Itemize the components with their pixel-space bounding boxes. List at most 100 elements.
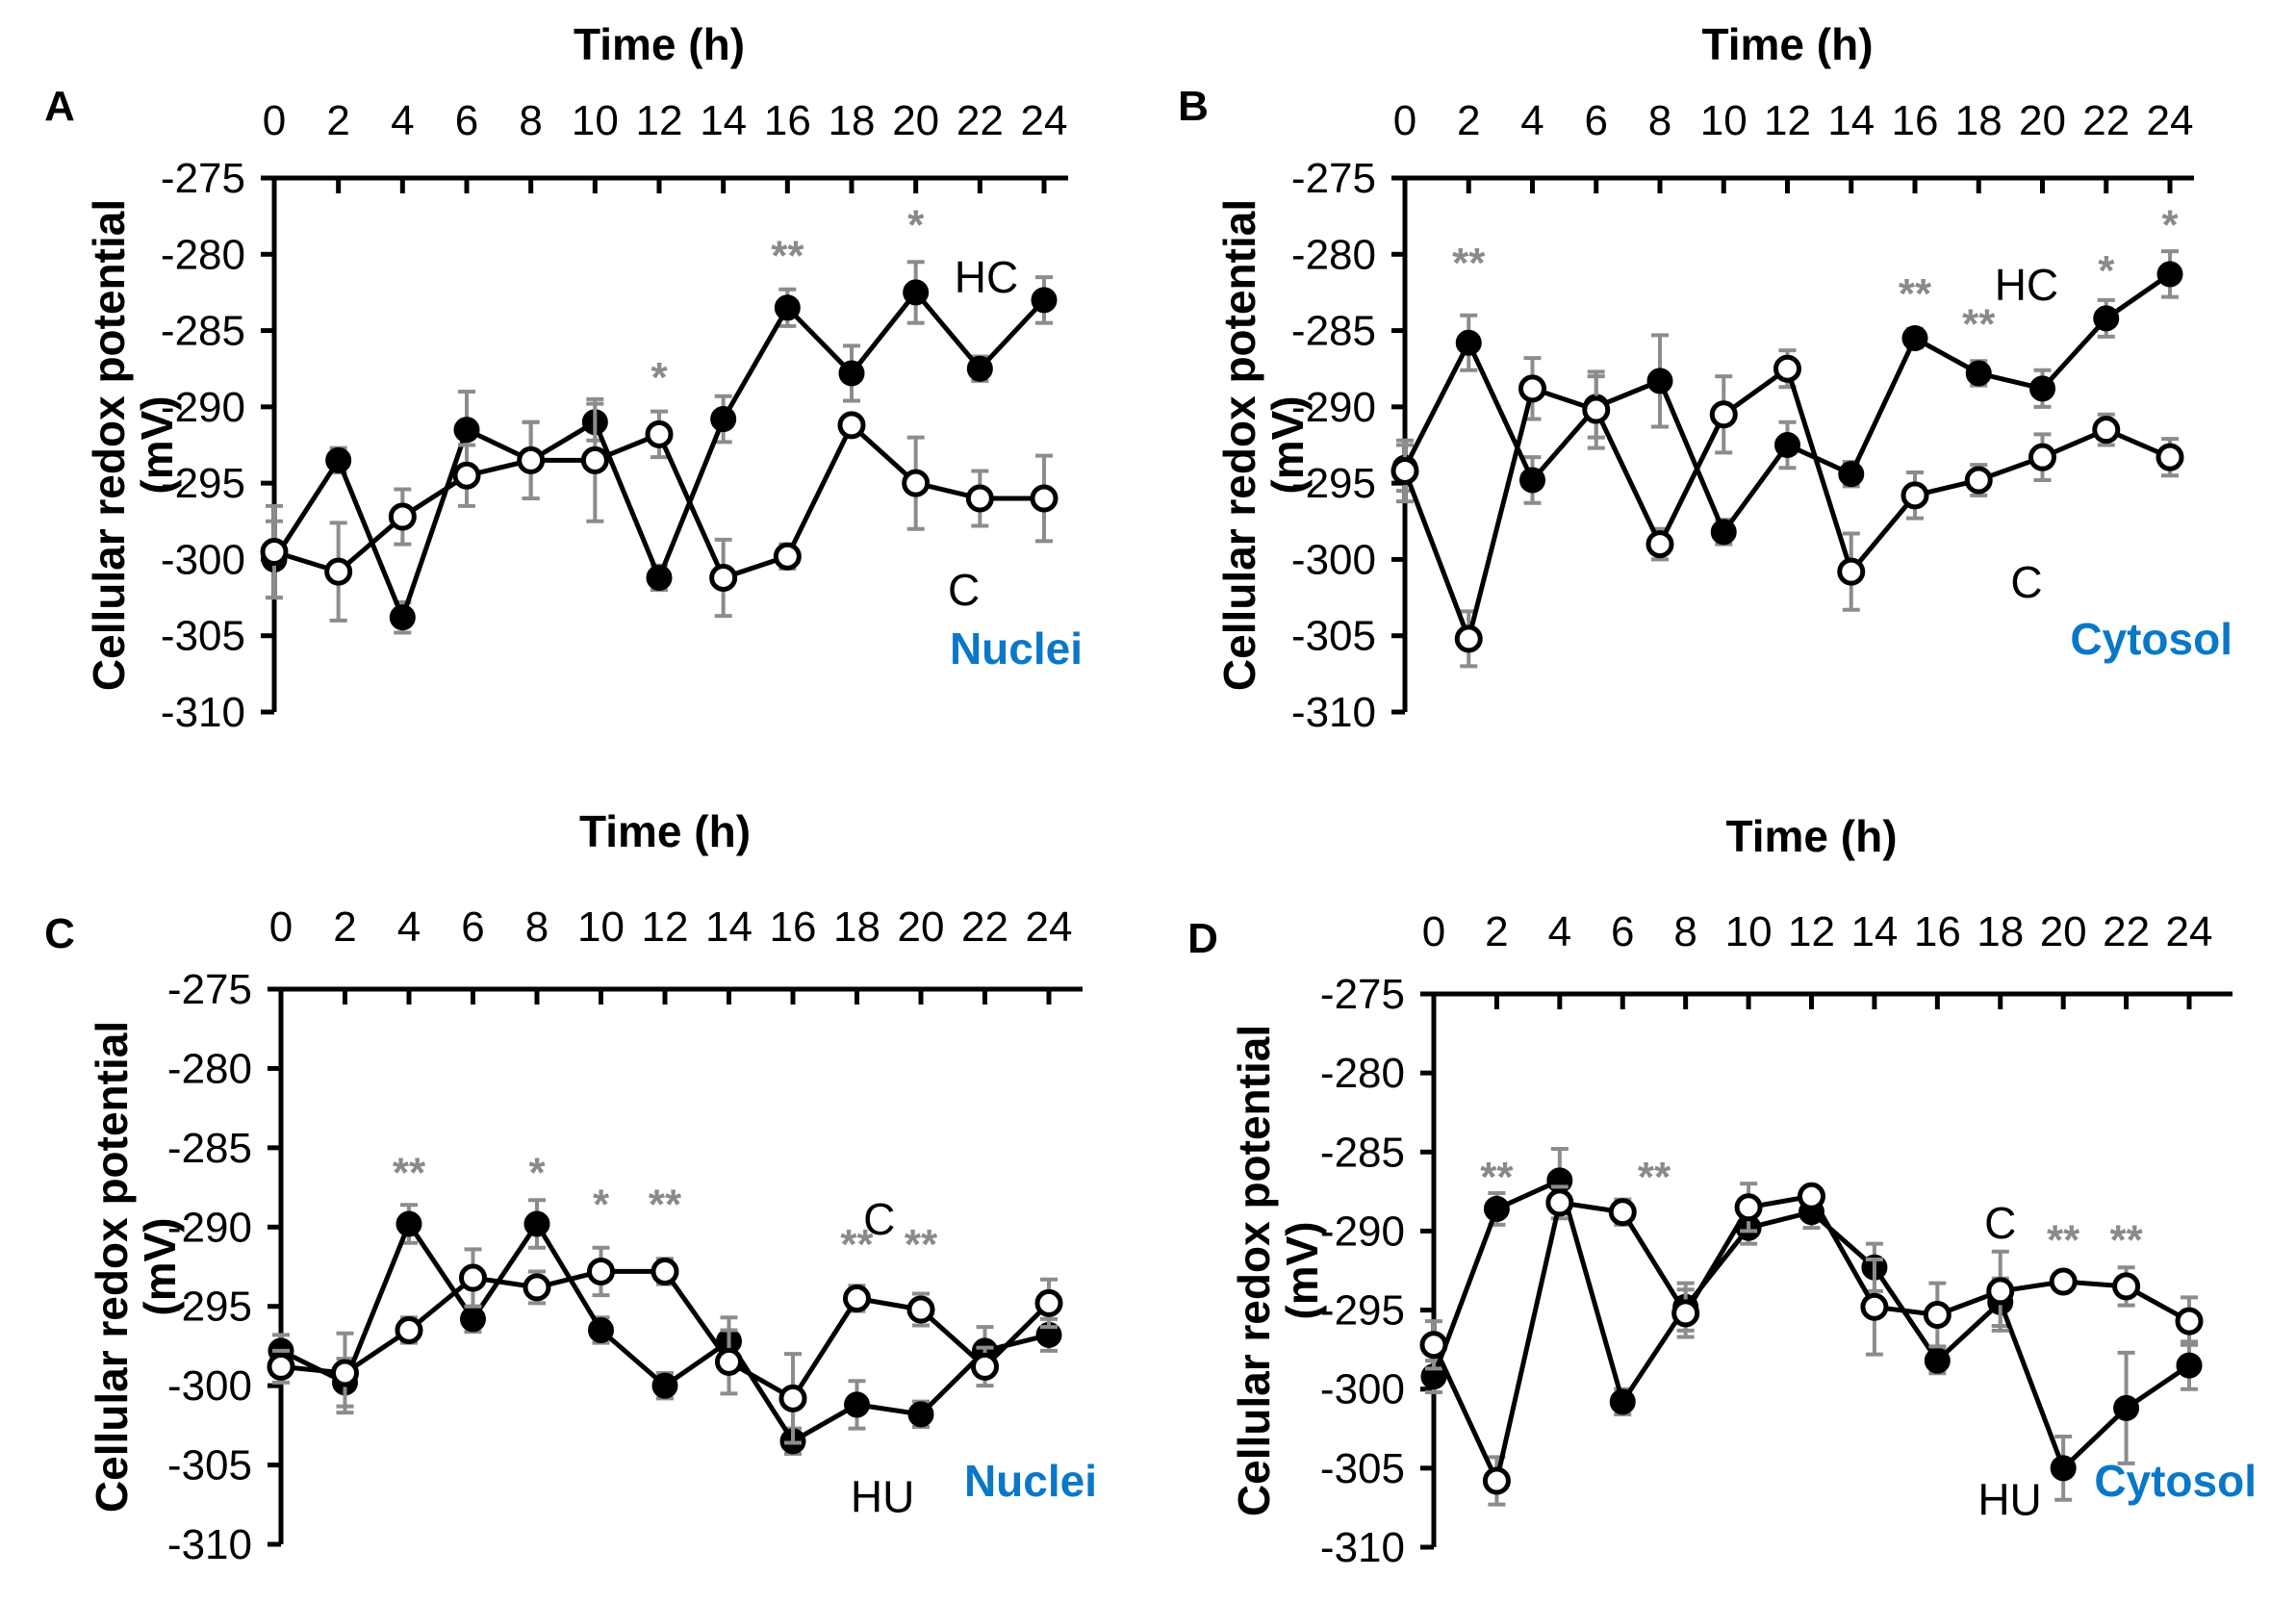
data-point bbox=[965, 484, 994, 513]
x-tick-label: 6 bbox=[461, 903, 484, 951]
data-point bbox=[1646, 368, 1673, 394]
y-tick-label: -295 bbox=[1320, 1287, 1405, 1335]
x-tick-label: 8 bbox=[519, 97, 542, 144]
significance-marker: ** bbox=[393, 1150, 426, 1197]
x-tick-label: 12 bbox=[1764, 97, 1811, 144]
x-tick-label: 20 bbox=[2040, 908, 2087, 955]
y-axis-title: Cellular redox potential(mV) bbox=[1229, 1025, 1327, 1516]
significance-marker: ** bbox=[1452, 240, 1486, 287]
y-axis-title: Cellular redox potential(mV) bbox=[84, 199, 182, 691]
x-tick-label: 14 bbox=[705, 903, 753, 951]
data-point bbox=[2093, 305, 2120, 332]
y-tick-label: -285 bbox=[161, 308, 245, 355]
data-point bbox=[646, 564, 673, 591]
data-point bbox=[1774, 432, 1800, 458]
x-tick-label: 10 bbox=[577, 903, 625, 951]
data-point bbox=[902, 469, 931, 497]
data-point bbox=[324, 557, 353, 586]
y-tick-label: -275 bbox=[167, 966, 252, 1013]
data-point bbox=[2050, 1455, 2077, 1482]
region-label: Cytosol bbox=[2094, 1456, 2257, 1506]
data-point bbox=[1901, 325, 1928, 351]
data-point bbox=[2113, 1394, 2140, 1421]
x-tick-label: 0 bbox=[269, 903, 293, 951]
y-tick-label: -300 bbox=[1320, 1366, 1405, 1413]
data-point bbox=[1608, 1198, 1637, 1227]
data-point bbox=[903, 279, 930, 306]
data-point bbox=[325, 446, 352, 473]
x-tick-label: 0 bbox=[263, 97, 286, 144]
x-tick-label: 24 bbox=[2166, 908, 2213, 955]
series-c bbox=[1419, 1182, 2204, 1507]
x-tick-label: 10 bbox=[1725, 908, 1773, 955]
data-point bbox=[971, 1352, 999, 1381]
data-point bbox=[651, 1372, 678, 1399]
series-c bbox=[260, 396, 1059, 623]
data-point bbox=[453, 417, 480, 444]
data-point bbox=[1582, 395, 1611, 424]
data-point bbox=[588, 1316, 614, 1343]
significance-marker: ** bbox=[905, 1221, 938, 1268]
series-hc bbox=[1391, 249, 2183, 547]
y-tick-label: -290 bbox=[167, 1204, 252, 1251]
data-point bbox=[1734, 1193, 1763, 1222]
data-point bbox=[2028, 443, 2056, 471]
y-tick-label: -295 bbox=[1291, 460, 1376, 507]
y-tick-label: -275 bbox=[1320, 971, 1405, 1018]
x-tick-label: 24 bbox=[2147, 97, 2194, 144]
data-point bbox=[2175, 1307, 2204, 1336]
data-point bbox=[1901, 481, 1929, 510]
data-point bbox=[838, 360, 865, 387]
data-point bbox=[1519, 467, 1545, 494]
region-label: Nuclei bbox=[950, 623, 1083, 674]
x-tick-label: 18 bbox=[829, 97, 876, 144]
data-point bbox=[837, 411, 866, 440]
y-tick-label: -290 bbox=[1320, 1208, 1405, 1255]
data-point bbox=[2176, 1352, 2203, 1379]
x-tick-label: 10 bbox=[572, 97, 619, 144]
x-tick-label: 18 bbox=[1955, 97, 2003, 144]
data-point bbox=[388, 502, 417, 531]
region-label: Cytosol bbox=[2070, 614, 2232, 664]
data-point bbox=[966, 355, 993, 382]
data-point bbox=[773, 542, 802, 571]
panel-letter: D bbox=[1187, 915, 1218, 962]
data-point bbox=[1455, 329, 1482, 356]
y-tick-label: -275 bbox=[1291, 155, 1376, 202]
data-point bbox=[1482, 1466, 1511, 1495]
data-point bbox=[1030, 484, 1059, 513]
data-point bbox=[1419, 1331, 1448, 1360]
significance-marker: ** bbox=[1480, 1154, 1514, 1201]
data-point bbox=[1031, 287, 1058, 314]
y-tick-label: -300 bbox=[1291, 536, 1376, 583]
series-c bbox=[267, 1245, 1063, 1445]
panel-letter: C bbox=[44, 910, 75, 957]
y-tick-label: -290 bbox=[1291, 384, 1376, 431]
y-axis-title: Cellular redox potential(mV) bbox=[87, 1021, 185, 1513]
y-tick-label: -290 bbox=[161, 384, 245, 431]
data-point bbox=[774, 294, 801, 321]
y-tick-label: -280 bbox=[161, 231, 245, 278]
x-tick-label: 12 bbox=[1788, 908, 1835, 955]
x-tick-label: 24 bbox=[1026, 903, 1073, 951]
data-point bbox=[395, 1315, 423, 1344]
significance-marker: ** bbox=[2109, 1217, 2143, 1264]
significance-marker: ** bbox=[840, 1221, 874, 1268]
x-tick-label: 22 bbox=[2103, 908, 2150, 955]
data-point bbox=[1860, 1292, 1889, 1321]
data-point bbox=[2156, 443, 2184, 471]
y-tick-label: -310 bbox=[1291, 689, 1376, 736]
data-point bbox=[1545, 1188, 1574, 1217]
y-tick-label: -310 bbox=[167, 1521, 252, 1568]
data-point bbox=[1773, 354, 1801, 383]
x-tick-label: 12 bbox=[642, 903, 689, 951]
data-point bbox=[1483, 1195, 1510, 1222]
x-tick-label: 24 bbox=[1021, 97, 1068, 144]
y-tick-label: -300 bbox=[161, 536, 245, 583]
data-point bbox=[715, 1347, 743, 1376]
significance-marker: * bbox=[593, 1182, 610, 1229]
x-tick-label: 8 bbox=[1673, 908, 1696, 955]
